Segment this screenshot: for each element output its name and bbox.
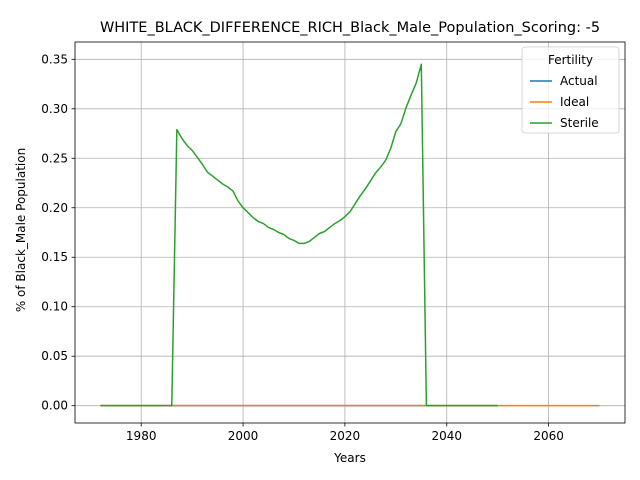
y-axis-label: % of Black_Male Population [14,148,28,312]
y-tick-label: 0.00 [41,399,68,413]
legend-box [521,46,620,134]
x-tick-label: 2040 [431,429,462,443]
y-tick-label: 0.05 [41,349,68,363]
plot-frame [74,41,626,424]
legend-title: Fertility [548,53,593,67]
series-lines [100,63,600,407]
legend-label-actual: Actual [560,74,598,88]
y-tick-label: 0.10 [41,300,68,314]
chart-title: WHITE_BLACK_DIFFERENCE_RICH_Black_Male_P… [100,20,600,36]
y-tick-label: 0.35 [41,52,68,66]
y-tick-label: 0.20 [41,201,68,215]
x-tick-label: 2060 [533,429,564,443]
x-tick-label: 1980 [126,429,157,443]
legend-label-ideal: Ideal [560,95,589,109]
x-tick-label: 2000 [228,429,259,443]
y-axis: 0.00 0.05 0.10 0.15 0.20 0.25 0.30 0.35 [41,52,75,413]
legend: Fertility Actual Ideal Sterile [521,46,620,134]
series-line-sterile [100,63,498,407]
y-tick-label: 0.30 [41,102,68,116]
x-axis: 1980 2000 2020 2040 2060 [126,423,564,443]
y-tick-label: 0.25 [41,151,68,165]
y-tick-label: 0.15 [41,250,68,264]
x-tick-label: 2020 [330,429,361,443]
x-axis-label: Years [333,451,366,465]
legend-label-sterile: Sterile [560,116,599,130]
